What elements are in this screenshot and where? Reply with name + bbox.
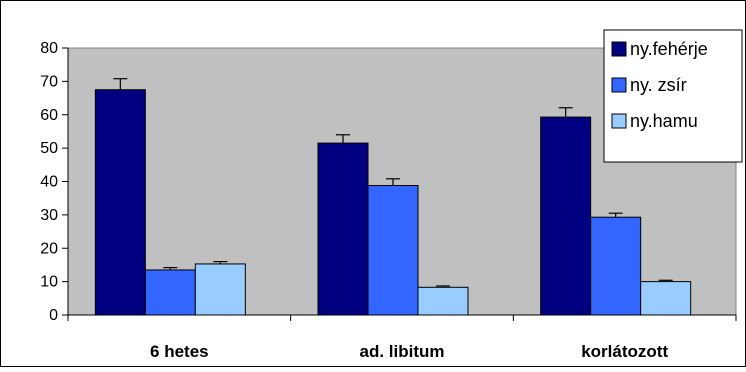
legend-swatch bbox=[611, 77, 627, 93]
bar bbox=[540, 116, 592, 316]
y-tick-label: 40 bbox=[40, 174, 58, 191]
legend-swatch bbox=[611, 41, 627, 57]
bar bbox=[317, 142, 369, 316]
y-tick-label: 10 bbox=[40, 274, 58, 291]
y-tick-label: 20 bbox=[40, 240, 58, 257]
bar bbox=[94, 89, 146, 316]
bar bbox=[144, 269, 196, 316]
y-tick-label: 50 bbox=[40, 140, 58, 157]
bar bbox=[367, 185, 419, 316]
y-tick-label: 0 bbox=[49, 307, 58, 324]
bar bbox=[640, 281, 692, 316]
legend-label: ny.fehérje bbox=[630, 39, 708, 59]
legend-box bbox=[603, 29, 743, 163]
bar bbox=[590, 216, 642, 316]
y-tick-label: 70 bbox=[40, 73, 58, 90]
y-tick-label: 30 bbox=[40, 207, 58, 224]
bar-series-group bbox=[94, 78, 692, 316]
bar bbox=[417, 286, 469, 316]
bar bbox=[194, 263, 246, 316]
x-category-label: 6 hetes bbox=[150, 342, 209, 361]
y-axis: 0 10 20 30 40 50 60 70 80 bbox=[40, 40, 69, 324]
legend: ny.fehérje ny. zsír ny.hamu bbox=[603, 29, 743, 163]
y-tick-label: 80 bbox=[40, 40, 58, 57]
y-tick-label: 60 bbox=[40, 107, 58, 124]
x-category-label: korlátozott bbox=[581, 342, 668, 361]
x-category-label: ad. libitum bbox=[360, 342, 445, 361]
legend-swatch bbox=[611, 113, 627, 129]
legend-label: ny.hamu bbox=[630, 111, 698, 131]
legend-label: ny. zsír bbox=[630, 75, 687, 95]
